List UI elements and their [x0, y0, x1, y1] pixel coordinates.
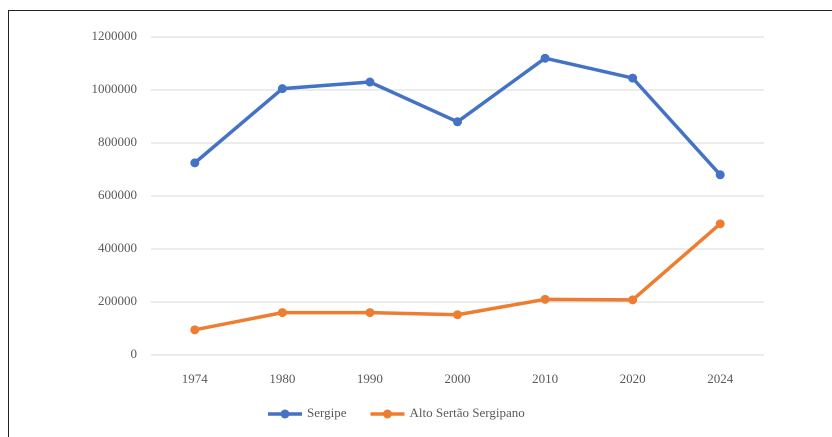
x-tick-label: 1980: [269, 371, 295, 386]
data-point: [453, 310, 462, 320]
x-tick-label: 2010: [532, 371, 558, 386]
legend-label: Alto Sertão Sergipano: [409, 405, 524, 420]
data-point: [277, 84, 287, 94]
y-tick-label: 600000: [98, 187, 137, 202]
chart-frame: [8, 10, 832, 437]
series-line: [193, 56, 722, 177]
data-point: [628, 295, 638, 305]
data-point: [190, 158, 200, 168]
data-point: [628, 73, 638, 83]
x-tick-label: 2020: [620, 371, 646, 386]
data-point: [365, 77, 375, 87]
data-point: [715, 219, 725, 229]
legend-marker: [382, 409, 392, 419]
data-point: [190, 325, 200, 335]
data-point: [365, 308, 375, 318]
y-tick-label: 1200000: [92, 28, 138, 43]
y-tick-label: 200000: [98, 293, 137, 308]
legend-marker: [280, 409, 290, 419]
x-tick-label: 2024: [707, 371, 734, 386]
x-tick-label: 1974: [182, 371, 209, 386]
data-point: [715, 170, 725, 180]
data-point: [453, 117, 462, 127]
y-tick-label: 1000000: [92, 81, 138, 96]
y-tick-label: 800000: [98, 134, 137, 149]
y-tick-label: 400000: [98, 240, 137, 255]
data-point: [540, 294, 550, 304]
x-tick-label: 2000: [445, 371, 471, 386]
x-tick-label: 1990: [357, 371, 383, 386]
data-point: [540, 53, 550, 63]
y-tick-label: 0: [131, 346, 138, 361]
legend-label: Sergipe: [307, 405, 347, 420]
data-point: [277, 308, 287, 318]
